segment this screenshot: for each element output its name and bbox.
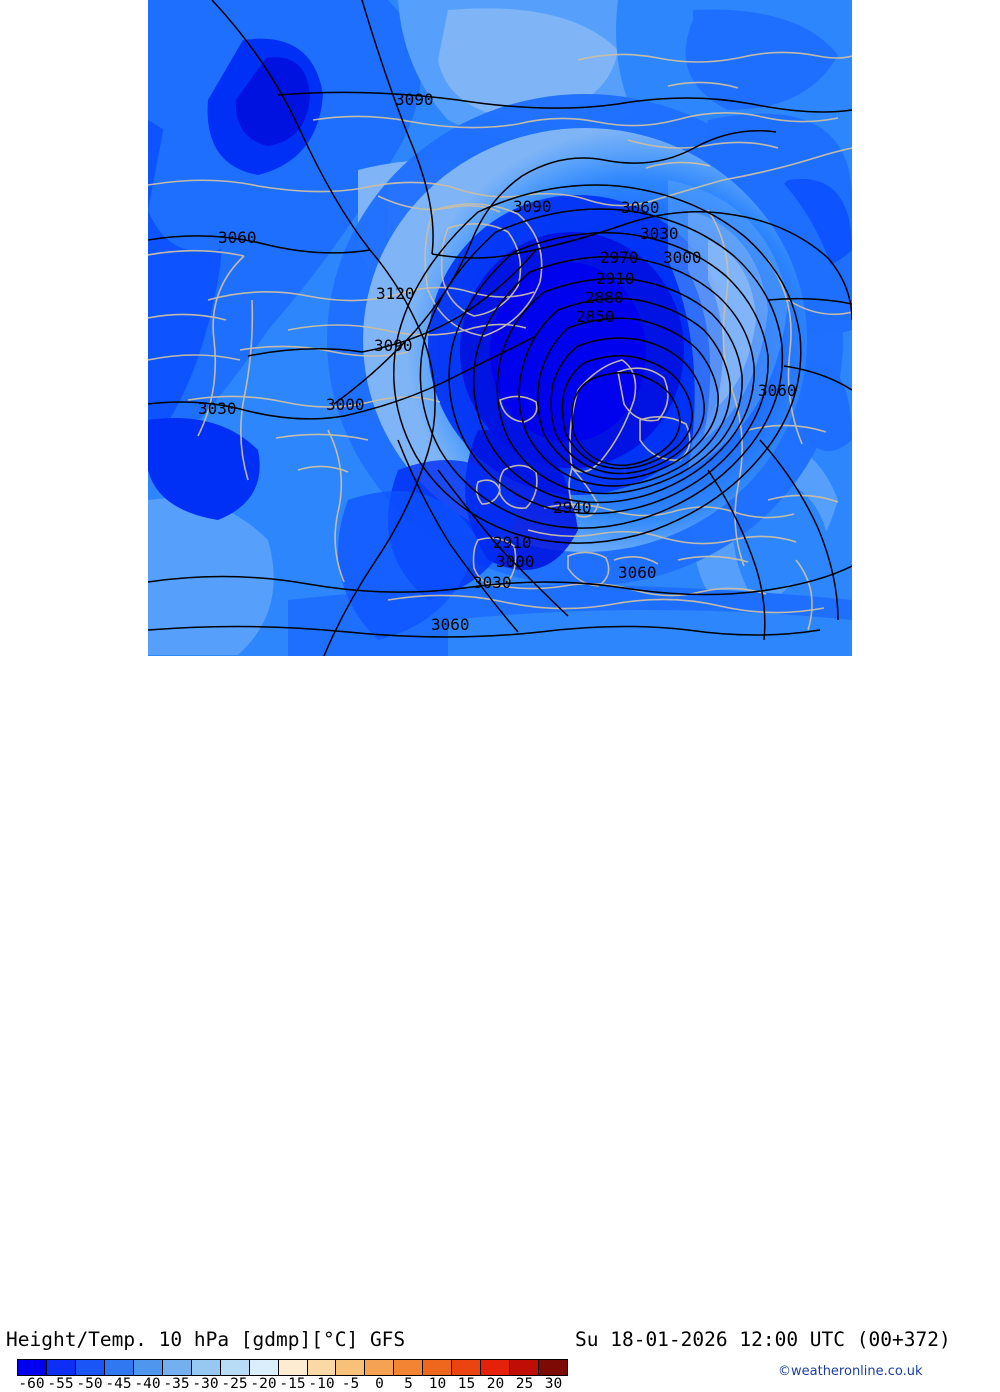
- weather-map: 3090 3060 3120 3090 3030 3000 3090 3060 3030 2970…: [148, 0, 852, 656]
- contour-label: 2880: [585, 288, 624, 307]
- colorbar-swatch: [104, 1360, 134, 1375]
- contour-label: 3030: [640, 224, 679, 243]
- colorbar-swatch: [220, 1360, 250, 1375]
- colorbar-tick: 20: [486, 1376, 505, 1392]
- contour-label: 3060: [758, 381, 797, 400]
- colorbar-tick: 25: [515, 1376, 534, 1392]
- colorbar-tick: 30: [544, 1376, 563, 1392]
- colorbar-swatch: [133, 1360, 163, 1375]
- colorbar-swatch: [18, 1360, 47, 1375]
- colorbar-swatch: [191, 1360, 221, 1375]
- contour-label: 3030: [473, 573, 512, 592]
- colorbar-swatch: [249, 1360, 279, 1375]
- colorbar-tick: -55: [47, 1376, 74, 1392]
- contour-label: 3000: [496, 552, 535, 571]
- contour-label: 2850: [576, 307, 615, 326]
- contour-label: 3000: [663, 248, 702, 267]
- contour-label: 2910: [596, 269, 635, 288]
- colorbar-tick: -50: [76, 1376, 103, 1392]
- colorbar-tick: -15: [279, 1376, 306, 1392]
- colorbar-tick: 15: [457, 1376, 476, 1392]
- colorbar-swatch: [336, 1360, 366, 1375]
- copyright-notice: ©weatheronline.co.uk: [778, 1364, 923, 1379]
- colorbar-tick: -40: [134, 1376, 161, 1392]
- contour-label: 2970: [600, 248, 639, 267]
- colorbar-tick-labels: -60 -55 -50 -45 -40 -35 -30 -25 -20 -15 -10 -5 0 5 10 1…: [17, 1376, 568, 1392]
- model-run-timestamp: Su 18-01-2026 12:00 UTC (00+372): [575, 1328, 951, 1351]
- chart-title: Height/Temp. 10 hPa [gdmp][°C] GFS: [6, 1328, 406, 1351]
- colorbar-tick: -20: [250, 1376, 277, 1392]
- colorbar-swatch: [162, 1360, 192, 1375]
- colorbar-swatch: [365, 1360, 395, 1375]
- height-contours: [148, 0, 852, 656]
- contour-label: 3060: [431, 615, 470, 634]
- colorbar-swatch: [481, 1360, 511, 1375]
- contour-label: 2940: [553, 498, 592, 517]
- colorbar-tick: -5: [341, 1376, 360, 1392]
- contour-label: 3030: [198, 399, 237, 418]
- contour-label: 3120: [376, 284, 415, 303]
- contour-label: 3000: [326, 395, 365, 414]
- colorbar-tick: -35: [163, 1376, 190, 1392]
- colorbar-swatch: [75, 1360, 105, 1375]
- colorbar-tick: -25: [221, 1376, 248, 1392]
- colorbar-tick: 5: [404, 1376, 413, 1392]
- colorbar-swatch: [423, 1360, 453, 1375]
- contour-label: 3060: [618, 563, 657, 582]
- colorbar-swatch: [510, 1360, 540, 1375]
- coastlines: [148, 51, 852, 631]
- colorbar-tick: -10: [308, 1376, 335, 1392]
- colorbar-tick: 0: [375, 1376, 384, 1392]
- colorbar-tick: -30: [192, 1376, 219, 1392]
- contour-label: 3060: [621, 198, 660, 217]
- colorbar-tick: 10: [428, 1376, 447, 1392]
- colorbar-tick: -60: [18, 1376, 45, 1392]
- colorbar-swatch: [278, 1360, 308, 1375]
- colorbar-swatch: [452, 1360, 482, 1375]
- colorbar-swatch: [307, 1360, 337, 1375]
- contour-label: 3060: [218, 228, 257, 247]
- contour-label: 3090: [374, 336, 413, 355]
- colorbar-tick: -45: [105, 1376, 132, 1392]
- footer-legend-panel: Height/Temp. 10 hPa [gdmp][°C] GFS Su 18…: [0, 656, 1000, 1392]
- colorbar-swatch: [539, 1360, 568, 1375]
- contour-label: 2910: [493, 533, 532, 552]
- contour-label: 3090: [395, 90, 434, 109]
- colorbar-swatch: [46, 1360, 76, 1375]
- contour-label: 3090: [513, 197, 552, 216]
- colorbar-swatch: [394, 1360, 424, 1375]
- temperature-colorbar: [17, 1359, 568, 1376]
